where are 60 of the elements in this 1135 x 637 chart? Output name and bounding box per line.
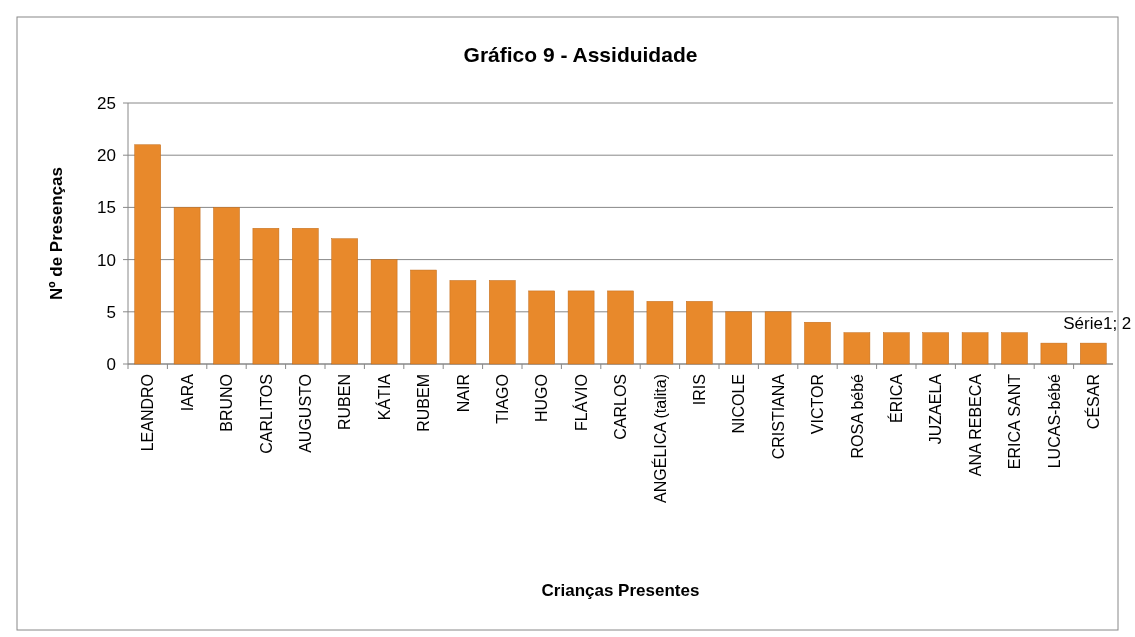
chart-title: Gráfico 9 - Assiduidade <box>463 43 698 66</box>
x-tick-label: CÉSAR <box>1083 374 1102 430</box>
bar <box>331 238 358 365</box>
bar <box>804 321 831 365</box>
bar <box>922 332 949 365</box>
bar <box>1001 332 1028 365</box>
bar <box>725 311 752 365</box>
x-tick-label: ROSA bébé <box>848 373 866 459</box>
x-tick-label: IRIS <box>690 374 708 406</box>
y-tick-label: 5 <box>106 302 116 322</box>
x-axis-title: Crianças Presentes <box>541 581 700 600</box>
bar <box>883 332 910 365</box>
bar <box>1040 342 1068 365</box>
x-tick-label: LEANDRO <box>139 374 157 452</box>
x-tick-label: CARLITOS <box>257 374 275 454</box>
x-tick-label: HUGO <box>533 374 551 422</box>
bar <box>410 269 437 365</box>
bar <box>764 311 792 365</box>
bar <box>449 280 477 365</box>
x-tick-label: TIAGO <box>493 374 511 424</box>
bar <box>489 280 516 365</box>
y-axis-title: Nº de Presenças <box>47 167 66 300</box>
x-tick-label: NAIR <box>454 374 472 413</box>
x-tick-label: ANA REBECA <box>966 373 984 477</box>
x-tick-label: ÉRICA <box>886 373 905 423</box>
x-tick-label: KÁTIA <box>374 373 393 421</box>
x-tick-label: RUBEN <box>336 374 354 431</box>
x-tick-label: CARLOS <box>612 374 630 440</box>
bar <box>1080 342 1107 365</box>
x-tick-label: IARA <box>178 373 196 412</box>
y-tick-label: 20 <box>97 146 116 166</box>
y-tick-label: 0 <box>106 354 116 374</box>
bar <box>370 259 398 365</box>
x-tick-label: RUBEM <box>415 374 433 432</box>
x-tick-label: AUGUSTO <box>296 374 314 453</box>
bar <box>213 207 240 365</box>
bar <box>607 290 634 365</box>
y-tick-label: 10 <box>97 250 116 270</box>
x-tick-label: BRUNO <box>218 374 236 432</box>
x-tick-label: FLÁVIO <box>571 374 590 431</box>
x-tick-label: ANGÉLICA (talita) <box>650 374 669 503</box>
annotation: Série1; 2 <box>1063 314 1132 334</box>
bar <box>686 301 713 365</box>
bar <box>646 301 674 365</box>
bar <box>173 207 201 365</box>
bar <box>961 332 989 365</box>
bar <box>134 144 161 365</box>
bar <box>252 228 280 365</box>
bar <box>843 332 871 365</box>
x-tick-label: VICTOR <box>809 374 827 435</box>
y-tick-label: 15 <box>97 198 116 218</box>
bar <box>528 290 555 365</box>
bar <box>292 228 319 365</box>
x-tick-label: NICOLE <box>730 374 748 434</box>
x-tick-label: CRISTIANA <box>769 373 787 460</box>
bar <box>567 290 595 365</box>
y-tick-label: 25 <box>97 93 116 113</box>
x-tick-label: LUCAS-bébé <box>1045 373 1063 469</box>
x-tick-label: JUZAELA <box>927 373 945 445</box>
x-tick-label: ERICA SANT <box>1006 373 1024 470</box>
